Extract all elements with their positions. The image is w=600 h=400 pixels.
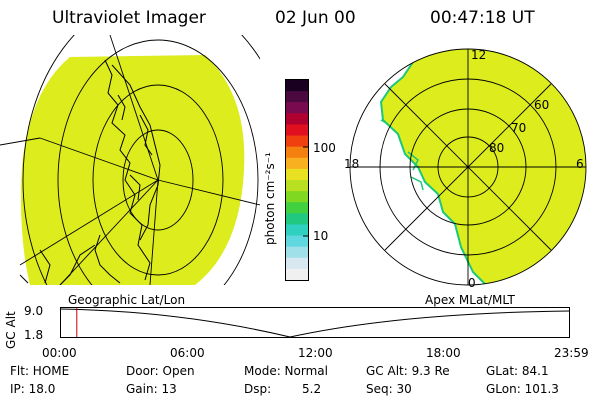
colorbar-band	[286, 246, 308, 259]
mlt-label-12: 12	[471, 48, 487, 62]
info-dsp-value: 5.2	[302, 382, 322, 396]
colorbar-band	[286, 191, 308, 203]
alt-xtick-2: 12:00	[298, 346, 333, 360]
colorbar-unit-label: photon cm⁻²s⁻¹	[263, 152, 277, 245]
colorbar-band	[286, 268, 308, 281]
mlat-label-60: 60	[534, 98, 550, 112]
alt-ymax: 9.0	[24, 304, 44, 318]
polar-image	[349, 48, 587, 286]
info-glon: GLon: 101.3	[486, 382, 559, 396]
info-seq: Seq: 30	[366, 382, 412, 396]
colorbar-band	[286, 224, 308, 237]
info-gcalt: GC Alt: 9.3 Re	[366, 364, 450, 378]
colorbar-band	[286, 135, 308, 148]
altitude-curve	[60, 308, 570, 338]
colorbar-band	[286, 202, 308, 214]
mlt-label-0: 0	[468, 276, 476, 290]
colorbar-band	[286, 91, 308, 103]
info-dsp-label: Dsp:	[244, 382, 272, 396]
colorbar	[285, 79, 309, 281]
imager-disk	[21, 55, 245, 285]
alt-ymin: 1.8	[24, 328, 44, 342]
colorbar-band	[286, 102, 308, 114]
alt-xtick-4: 23:59	[554, 346, 589, 360]
info-gain: Gain: 13	[126, 382, 177, 396]
colorbar-band	[286, 213, 308, 225]
info-flt: Flt: HOME	[10, 364, 70, 378]
mlat-label-70: 70	[511, 121, 527, 135]
colorbar-band	[286, 257, 308, 270]
geographic-image	[0, 35, 260, 285]
colorbar-band	[286, 180, 308, 192]
colorbar-tick-100: 100	[313, 141, 336, 155]
colorbar-band	[286, 146, 308, 159]
apex-label: Apex MLat/MLT	[425, 293, 515, 307]
geographic-label: Geographic Lat/Lon	[68, 293, 186, 307]
mlt-label-6: 6	[576, 157, 584, 171]
date-label: 02 Jun 00	[275, 8, 356, 28]
colorbar-band	[286, 124, 308, 137]
colorbar-frame	[285, 79, 309, 281]
altitude-plot	[60, 307, 570, 338]
mlt-label-18: 18	[344, 157, 360, 171]
alt-axis-label: GC Alt	[4, 311, 18, 349]
colorbar-band	[286, 168, 308, 181]
colorbar-tick-10: 10	[313, 229, 329, 243]
alt-xtick-0: 00:00	[42, 346, 77, 360]
colorbar-band	[286, 235, 308, 248]
alt-xtick-3: 18:00	[426, 346, 461, 360]
colorbar-band	[286, 157, 308, 170]
mlat-label-80: 80	[489, 141, 505, 155]
colorbar-band	[286, 80, 308, 92]
info-glat: GLat: 84.1	[486, 364, 549, 378]
instrument-title: Ultraviolet Imager	[52, 8, 206, 28]
alt-xtick-1: 06:00	[170, 346, 205, 360]
colorbar-band	[286, 113, 308, 125]
time-label: 00:47:18 UT	[430, 8, 535, 28]
info-mode: Mode: Normal	[244, 364, 328, 378]
info-ip: IP: 18.0	[10, 382, 56, 396]
info-door: Door: Open	[126, 364, 195, 378]
